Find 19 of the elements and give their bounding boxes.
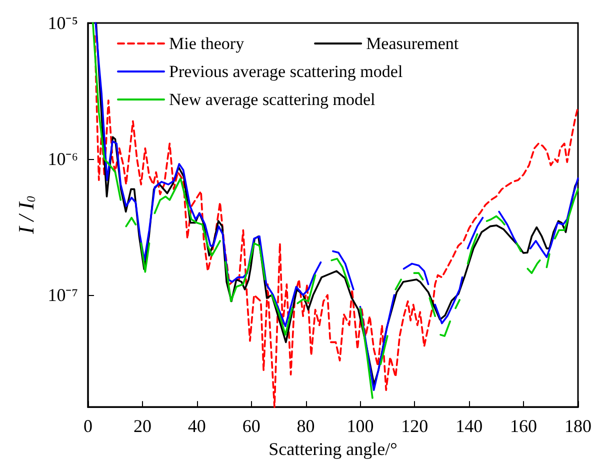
legend-label: Mie theory <box>169 34 245 53</box>
legend-label: New average scattering model <box>169 90 376 109</box>
x-tick-label: 40 <box>188 416 206 436</box>
y-axis-title: I / I0 <box>13 196 38 235</box>
x-tick-label: 0 <box>84 416 92 436</box>
y-tick-label: 10⁻⁶ <box>48 149 78 170</box>
x-tick-label: 80 <box>296 416 315 436</box>
x-tick-label: 180 <box>564 416 592 436</box>
x-tick-label: 140 <box>456 416 483 436</box>
y-tick-label: 10⁻⁷ <box>48 285 78 306</box>
legend-label: Previous average scattering model <box>169 62 403 81</box>
y-tick-label: 10⁻⁵ <box>48 13 78 33</box>
x-tick-label: 60 <box>242 416 260 436</box>
x-tick-label: 160 <box>510 416 538 436</box>
legend-label: Measurement <box>366 34 459 53</box>
x-tick-label: 100 <box>346 416 374 436</box>
x-tick-label: 120 <box>401 416 428 436</box>
x-tick-label: 20 <box>133 416 152 436</box>
x-axis-title: Scattering angle/° <box>268 439 398 459</box>
